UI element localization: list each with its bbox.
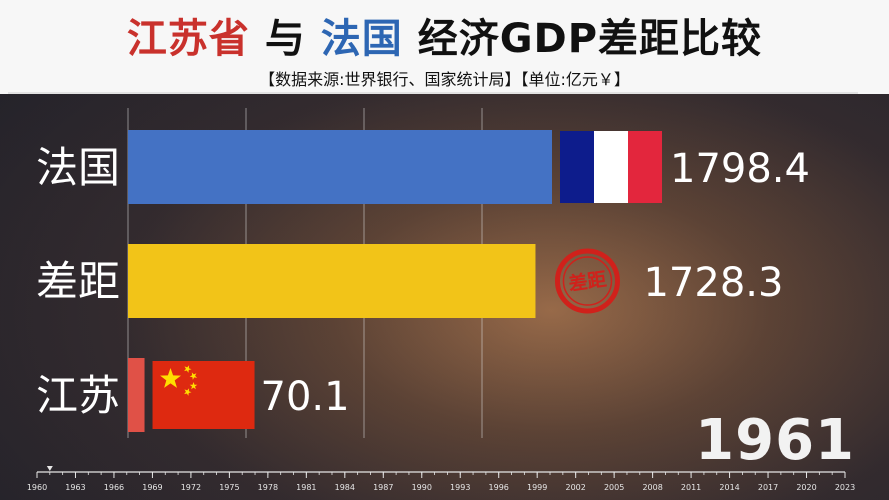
title-rest: 经济GDP差距比较 [402, 16, 763, 62]
timeline-tick-label: 1981 [296, 483, 316, 492]
gap-stamp-icon: 差距 [554, 248, 620, 314]
header-panel: 江苏省 与 法国 经济GDP差距比较 【数据来源:世界银行、国家统计局】【单位:… [0, 0, 889, 94]
timeline-tick-label: 2020 [796, 483, 816, 492]
timeline-tick-label: 1996 [489, 483, 509, 492]
value-label: 1798.4 [670, 146, 810, 192]
bar-row: 法国 1798.4 [36, 130, 810, 204]
timeline-tick-label: 2014 [719, 483, 739, 492]
bar-row: 差距 差距 1728.3 [36, 244, 783, 318]
timeline-marker-icon[interactable] [46, 466, 53, 471]
value-label: 70.1 [261, 374, 350, 420]
timeline-tick-label: 1975 [219, 483, 239, 492]
timeline-tick-label: 1984 [335, 483, 355, 492]
timeline-tick-label: 1963 [65, 483, 85, 492]
timeline-tick-label: 2008 [642, 483, 662, 492]
page-title: 江苏省 与 法国 经济GDP差距比较 [0, 6, 889, 64]
timeline-tick-label: 1960 [27, 483, 47, 492]
category-label: 法国 [36, 143, 120, 192]
title-and: 与 [249, 16, 321, 62]
china-flag-icon [152, 361, 255, 429]
timeline-tick-label: 1966 [104, 483, 124, 492]
timeline-tick-label: 2017 [758, 483, 778, 492]
timeline-axis: 1960 1963 1966 1969 1972 1975 1978 1981 1984 1987… [27, 466, 855, 492]
timeline-tick-label: 1993 [450, 483, 470, 492]
timeline-tick-label: 1972 [181, 483, 201, 492]
timeline-tick-label: 1978 [258, 483, 278, 492]
timeline-tick-label: 2005 [604, 483, 624, 492]
timeline-tick-label: 1987 [373, 483, 393, 492]
timeline-tick-label: 2002 [565, 483, 585, 492]
year-display: 1961 [695, 408, 855, 473]
timeline-tick-label: 2023 [835, 483, 855, 492]
title-france: 法国 [320, 16, 403, 62]
france-flag-icon [560, 131, 662, 203]
timeline-tick-label: 1990 [412, 483, 432, 492]
timeline-tick-label: 1969 [142, 483, 162, 492]
category-label: 江苏 [36, 371, 120, 420]
gap-stamp-text: 差距 [567, 267, 608, 295]
bar-row: 江苏 70.1 [36, 358, 350, 432]
title-jiangsu: 江苏省 [126, 16, 250, 62]
timeline-tick-label: 1999 [527, 483, 547, 492]
bar [128, 244, 536, 318]
value-label: 1728.3 [643, 260, 783, 306]
bar [128, 130, 552, 204]
category-label: 差距 [36, 257, 120, 306]
source-subtitle: 【数据来源:世界银行、国家统计局】【单位:亿元￥】 [259, 70, 630, 89]
bar [128, 358, 145, 432]
timeline-tick-label: 2011 [681, 483, 701, 492]
